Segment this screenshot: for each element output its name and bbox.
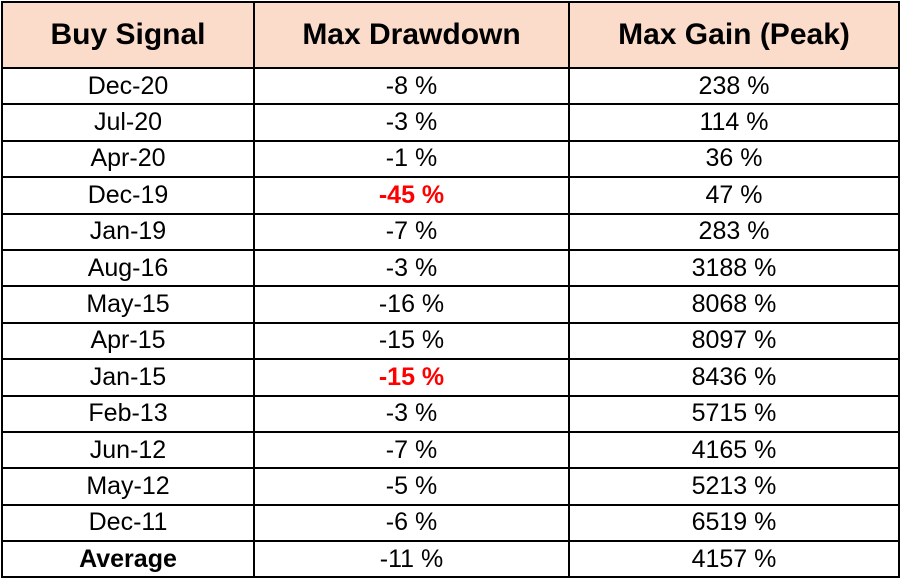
cell-max-drawdown: -7 % [253, 430, 570, 470]
cell-max-drawdown: -16 % [253, 285, 570, 324]
cell-max-drawdown: -1 % [253, 139, 570, 179]
cell-max-drawdown: -3 % [253, 248, 570, 288]
cell-max-drawdown: -15 % [253, 321, 570, 361]
cell-max-drawdown: -3 % [253, 103, 570, 142]
cell-buy-signal: May-12 [1, 467, 255, 506]
cell-max-gain: 8068 % [568, 285, 900, 324]
table-row: Jan-15 -15 % 8436 % [1, 358, 900, 397]
table-row: Jul-20 -3 % 114 % [1, 103, 900, 142]
cell-max-gain: 36 % [568, 139, 900, 179]
average-label: Average [1, 540, 255, 578]
table-row: Feb-13 -3 % 5715 % [1, 394, 900, 433]
cell-buy-signal: Jan-19 [1, 212, 255, 251]
header-row: Buy Signal Max Drawdown Max Gain (Peak) [1, 1, 900, 69]
cell-max-gain: 47 % [568, 176, 900, 215]
cell-buy-signal: Dec-19 [1, 176, 255, 215]
cell-buy-signal: Dec-11 [1, 503, 255, 543]
cell-max-gain: 3188 % [568, 248, 900, 288]
cell-buy-signal: May-15 [1, 285, 255, 324]
table-row: May-12 -5 % 5213 % [1, 467, 900, 506]
table-row: Aug-16 -3 % 3188 % [1, 248, 900, 288]
cell-max-drawdown: -45 % [253, 176, 570, 215]
cell-max-drawdown: -3 % [253, 394, 570, 433]
cell-max-drawdown: -8 % [253, 66, 570, 106]
table-row: Dec-19 -45 % 47 % [1, 176, 900, 215]
cell-max-gain: 8097 % [568, 321, 900, 361]
average-max-gain: 4157 % [568, 540, 900, 578]
table-row: Jun-12 -7 % 4165 % [1, 430, 900, 470]
cell-max-gain: 5213 % [568, 467, 900, 506]
cell-buy-signal: Aug-16 [1, 248, 255, 288]
cell-max-gain: 114 % [568, 103, 900, 142]
table-row: Dec-20 -8 % 238 % [1, 66, 900, 106]
cell-max-gain: 238 % [568, 66, 900, 106]
cell-buy-signal: Dec-20 [1, 66, 255, 106]
cell-buy-signal: Jun-12 [1, 430, 255, 470]
header-max-drawdown: Max Drawdown [253, 1, 570, 69]
cell-buy-signal: Feb-13 [1, 394, 255, 433]
table-row: Jan-19 -7 % 283 % [1, 212, 900, 251]
table-row: May-15 -16 % 8068 % [1, 285, 900, 324]
table-row: Dec-11 -6 % 6519 % [1, 503, 900, 543]
cell-max-drawdown: -7 % [253, 212, 570, 251]
cell-buy-signal: Jan-15 [1, 358, 255, 397]
cell-max-drawdown: -15 % [253, 358, 570, 397]
table-header: Buy Signal Max Drawdown Max Gain (Peak) [1, 1, 900, 69]
cell-max-gain: 8436 % [568, 358, 900, 397]
cell-max-drawdown: -5 % [253, 467, 570, 506]
average-row: Average -11 % 4157 % [1, 540, 900, 578]
cell-max-drawdown: -6 % [253, 503, 570, 543]
average-max-drawdown: -11 % [253, 540, 570, 578]
cell-max-gain: 5715 % [568, 394, 900, 433]
cell-buy-signal: Jul-20 [1, 103, 255, 142]
table-body: Dec-20 -8 % 238 % Jul-20 -3 % 114 % Apr-… [1, 66, 900, 578]
table-row: Apr-15 -15 % 8097 % [1, 321, 900, 361]
cell-max-gain: 283 % [568, 212, 900, 251]
header-max-gain: Max Gain (Peak) [568, 1, 900, 69]
header-buy-signal: Buy Signal [1, 1, 255, 69]
table-row: Apr-20 -1 % 36 % [1, 139, 900, 179]
cell-max-gain: 6519 % [568, 503, 900, 543]
cell-buy-signal: Apr-15 [1, 321, 255, 361]
cell-max-gain: 4165 % [568, 430, 900, 470]
cell-buy-signal: Apr-20 [1, 139, 255, 179]
